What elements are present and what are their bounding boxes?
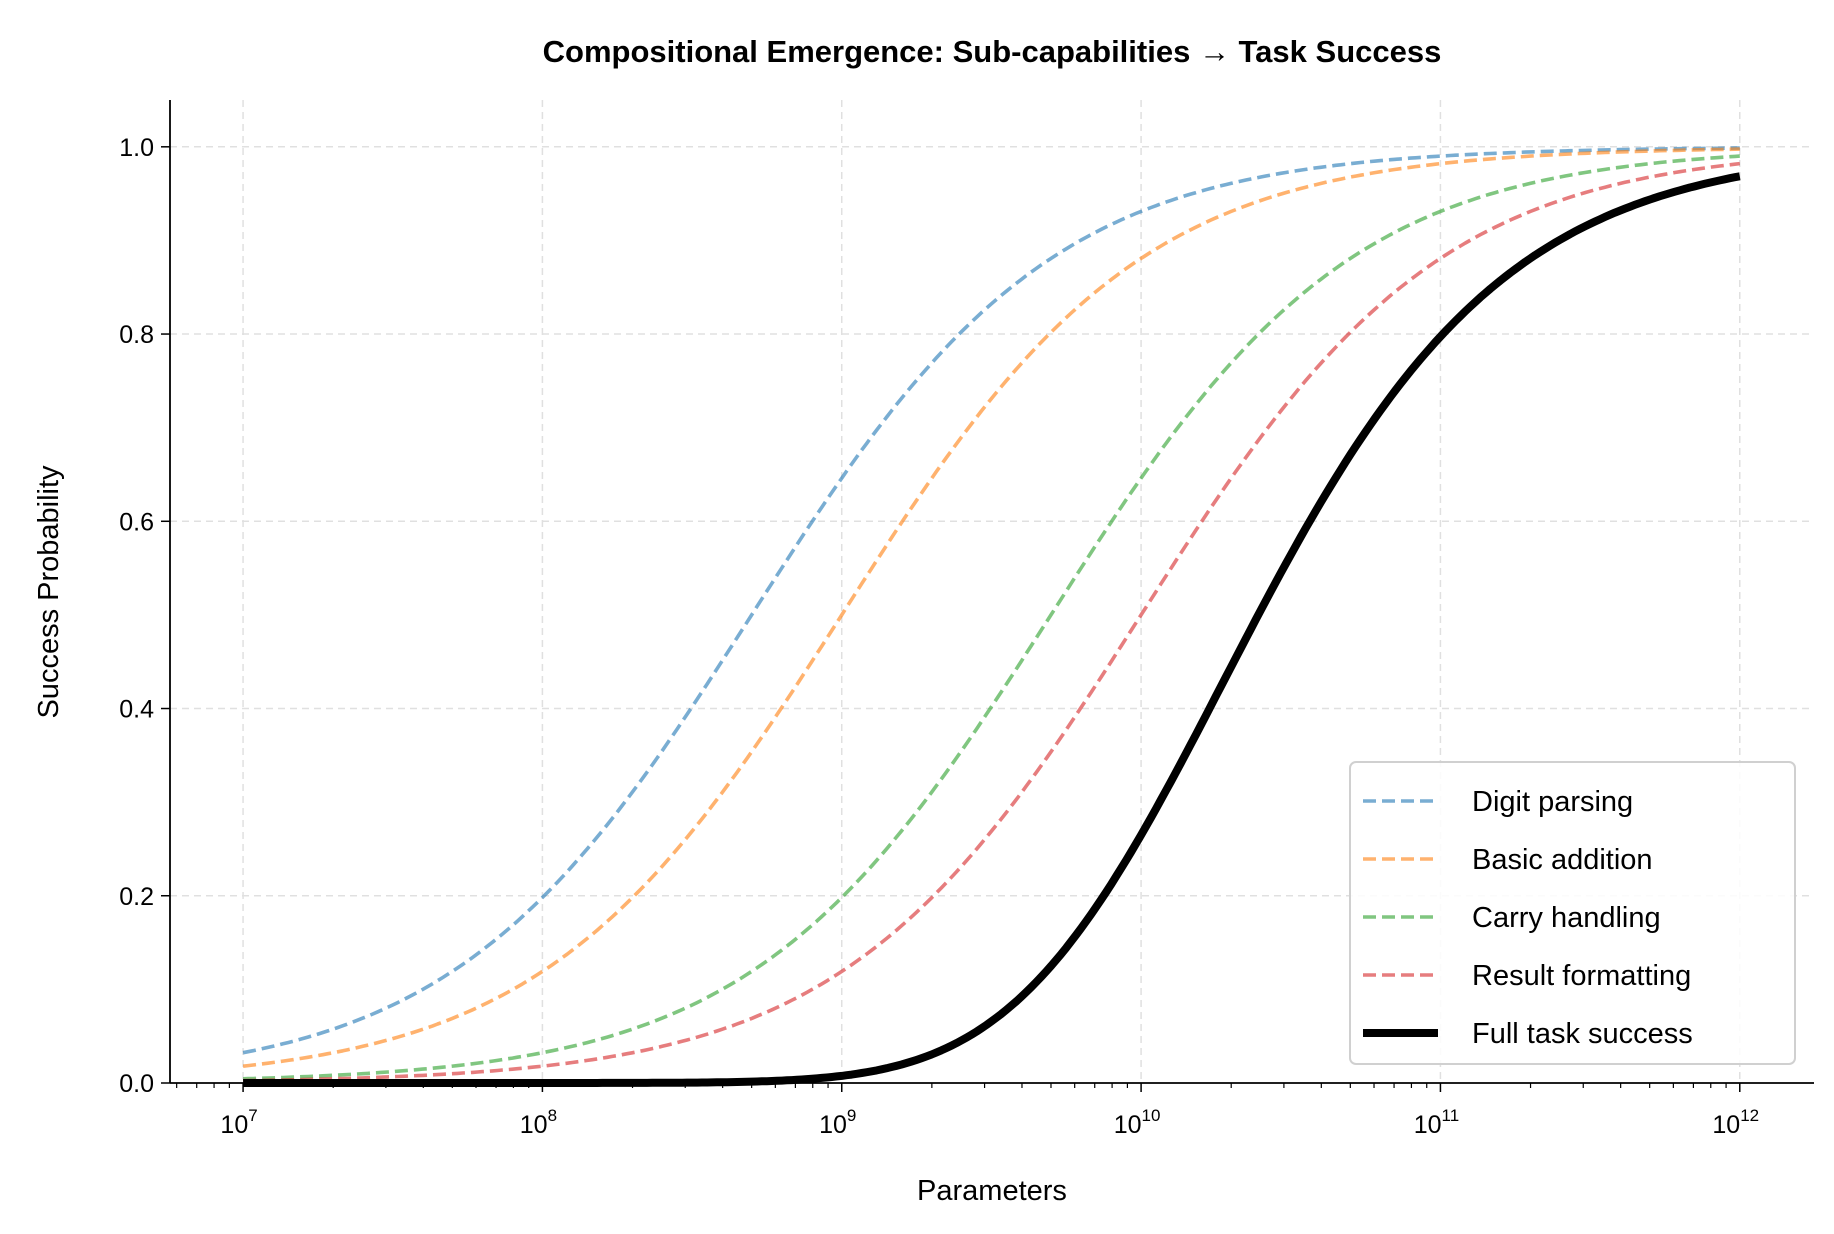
legend-label: Result formatting xyxy=(1472,960,1691,992)
legend-label: Carry handling xyxy=(1472,902,1661,934)
y-ticks: 0.0 0.2 0.4 0.6 0.8 1.0 xyxy=(119,134,170,1098)
axes xyxy=(169,100,1814,1084)
y-tick-label: 0.6 xyxy=(119,508,154,536)
legend-label: Full task success xyxy=(1472,1018,1693,1050)
y-tick-label: 0.8 xyxy=(119,321,154,349)
x-tick-label: 107 xyxy=(220,1106,257,1139)
x-tick-label: 1012 xyxy=(1712,1106,1759,1139)
y-tick-label: 0.4 xyxy=(119,696,154,724)
x-tick-label: 109 xyxy=(819,1106,856,1139)
legend-label: Digit parsing xyxy=(1472,786,1633,818)
x-tick-label: 108 xyxy=(520,1106,557,1139)
series-line-result-formatting xyxy=(243,161,1741,1083)
series-line-basic-addition xyxy=(242,147,1740,1068)
series-line-digit-parsing xyxy=(242,146,1740,1055)
y-tick-label: 1.0 xyxy=(119,134,154,162)
x-tick-label: 1010 xyxy=(1114,1106,1161,1139)
legend: Digit parsing Basic addition Carry handlin… xyxy=(1349,761,1796,1065)
chart-title: Compositional Emergence: Sub-capabilitie… xyxy=(543,34,1442,69)
legend-label: Basic addition xyxy=(1472,844,1653,876)
x-tick-label: 1011 xyxy=(1414,1106,1459,1139)
y-axis-label: Success Probability xyxy=(33,465,65,719)
x-ticks: 107 108 109 1010 1011 1012 xyxy=(176,1083,1759,1139)
x-axis-label: Parameters xyxy=(917,1175,1067,1207)
y-tick-label: 0.0 xyxy=(119,1070,154,1098)
y-tick-label: 0.2 xyxy=(119,883,154,911)
legend-box xyxy=(1349,761,1796,1065)
series-line-carry-handling xyxy=(243,154,1740,1081)
